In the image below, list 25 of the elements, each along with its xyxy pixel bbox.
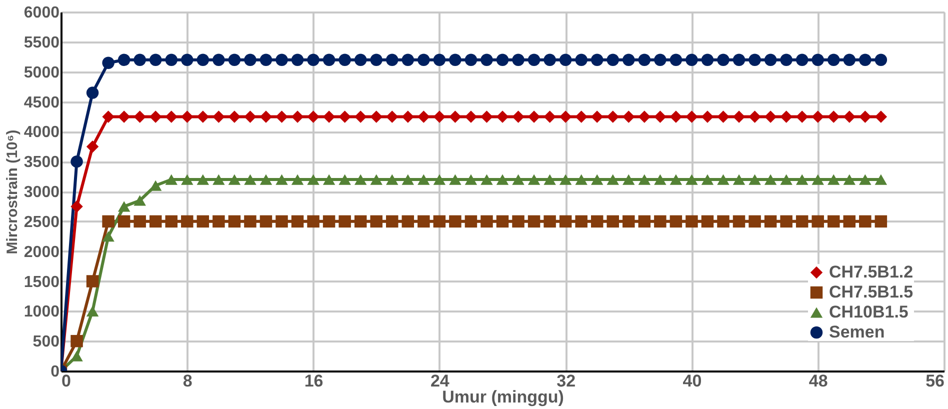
y-tick-label: 4000 — [24, 124, 60, 142]
y-tick-label: 500 — [32, 334, 60, 351]
x-tick-label: 48 — [808, 372, 828, 390]
y-tick-label: 1000 — [24, 304, 60, 321]
legend-label: CH7.5B1.5 — [829, 282, 914, 302]
y-tick-label: 5500 — [24, 34, 60, 52]
legend-label: Semen — [829, 322, 885, 342]
y-tick-label: 3000 — [24, 184, 60, 201]
x-tick-label: 56 — [926, 372, 944, 390]
y-tick-label: 1500 — [24, 274, 60, 291]
x-tick-label: 32 — [556, 372, 576, 390]
legend-label: CH10B1.5 — [829, 302, 908, 322]
y-tick-label: 5000 — [24, 64, 60, 82]
y-tick-label: 4500 — [24, 94, 60, 112]
x-tick-label: 8 — [182, 372, 192, 390]
x-axis-title: Umur (minggu) — [442, 388, 564, 406]
x-tick-label: 24 — [430, 372, 450, 390]
x-tick-label: 40 — [682, 372, 702, 390]
y-tick-label: 3500 — [24, 154, 60, 172]
y-tick-label: 2000 — [24, 244, 60, 261]
x-tick-label: 16 — [304, 372, 324, 390]
y-tick-label: 2500 — [24, 214, 60, 231]
legend-label: CH7.5B1.2 — [829, 262, 914, 282]
y-axis-title: Mircrostrain (10⁶) — [4, 130, 21, 254]
y-tick-label: 6000 — [24, 4, 60, 22]
